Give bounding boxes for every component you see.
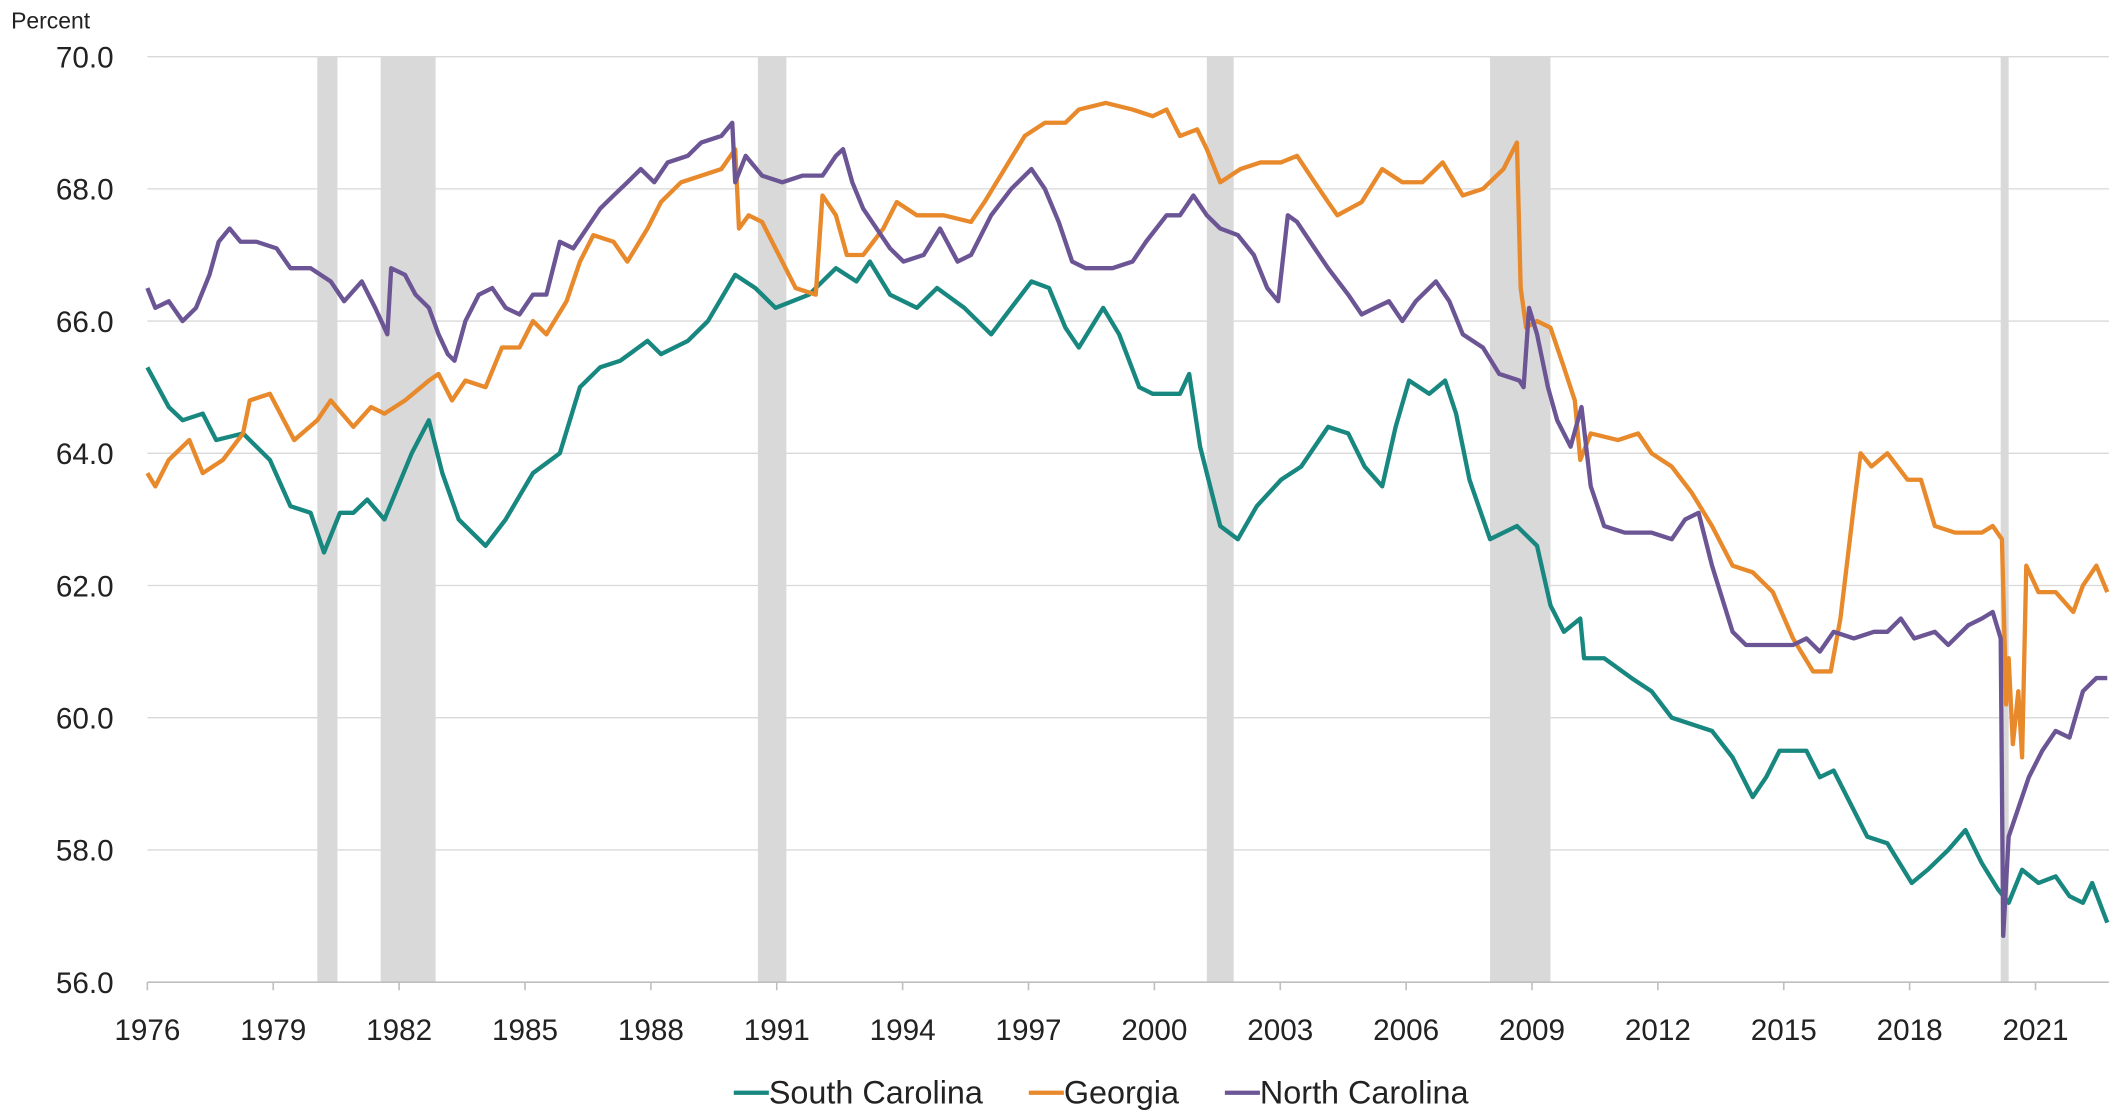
y-tick-label: 62.0	[56, 570, 114, 603]
x-tick-label: 2003	[1247, 1014, 1313, 1047]
recession-band	[317, 56, 338, 983]
x-tick-label: 1982	[366, 1014, 432, 1047]
x-tick-label: 1997	[995, 1014, 1061, 1047]
y-tick-label: 66.0	[56, 306, 114, 339]
series-line	[145, 259, 2110, 924]
y-tick-label: 70.0	[56, 41, 114, 74]
x-tick-label: 1988	[618, 1014, 684, 1047]
x-tick-label: 2021	[2003, 1014, 2069, 1047]
x-tick-label: 1991	[744, 1014, 810, 1047]
x-tick-label: 2006	[1373, 1014, 1439, 1047]
x-tick-label: 2012	[1625, 1014, 1691, 1047]
y-tick-label: 60.0	[56, 703, 114, 736]
recession-band	[757, 56, 787, 983]
series-line	[145, 100, 2110, 760]
legend-item: North Carolina	[1224, 1075, 1469, 1111]
series-line	[145, 120, 2108, 939]
recession-band	[2000, 56, 2009, 983]
x-tick-label: 2009	[1499, 1014, 1565, 1047]
legend-label: North Carolina	[1260, 1075, 1469, 1111]
legend: South Carolina Georgia North Carolina	[733, 1075, 1469, 1111]
y-tick-label: 68.0	[56, 174, 114, 207]
legend-item: South Carolina	[733, 1075, 983, 1111]
legend-item: Georgia	[1028, 1075, 1179, 1111]
y-axis-label: Percent	[11, 7, 91, 33]
legend-label: South Carolina	[769, 1075, 983, 1111]
legend-label: Georgia	[1064, 1075, 1179, 1111]
x-tick-label: 1985	[492, 1014, 558, 1047]
x-tick-label: 1994	[870, 1014, 936, 1047]
x-tick-label: 1976	[114, 1014, 180, 1047]
y-tick-label: 58.0	[56, 835, 114, 868]
y-tick-label: 56.0	[56, 967, 114, 1000]
y-tick-label: 64.0	[56, 438, 114, 471]
x-tick-label: 2018	[1877, 1014, 1943, 1047]
x-tick-label: 2000	[1121, 1014, 1187, 1047]
x-tick-label: 1979	[240, 1014, 306, 1047]
recession-band	[380, 56, 436, 983]
x-tick-label: 2015	[1751, 1014, 1817, 1047]
